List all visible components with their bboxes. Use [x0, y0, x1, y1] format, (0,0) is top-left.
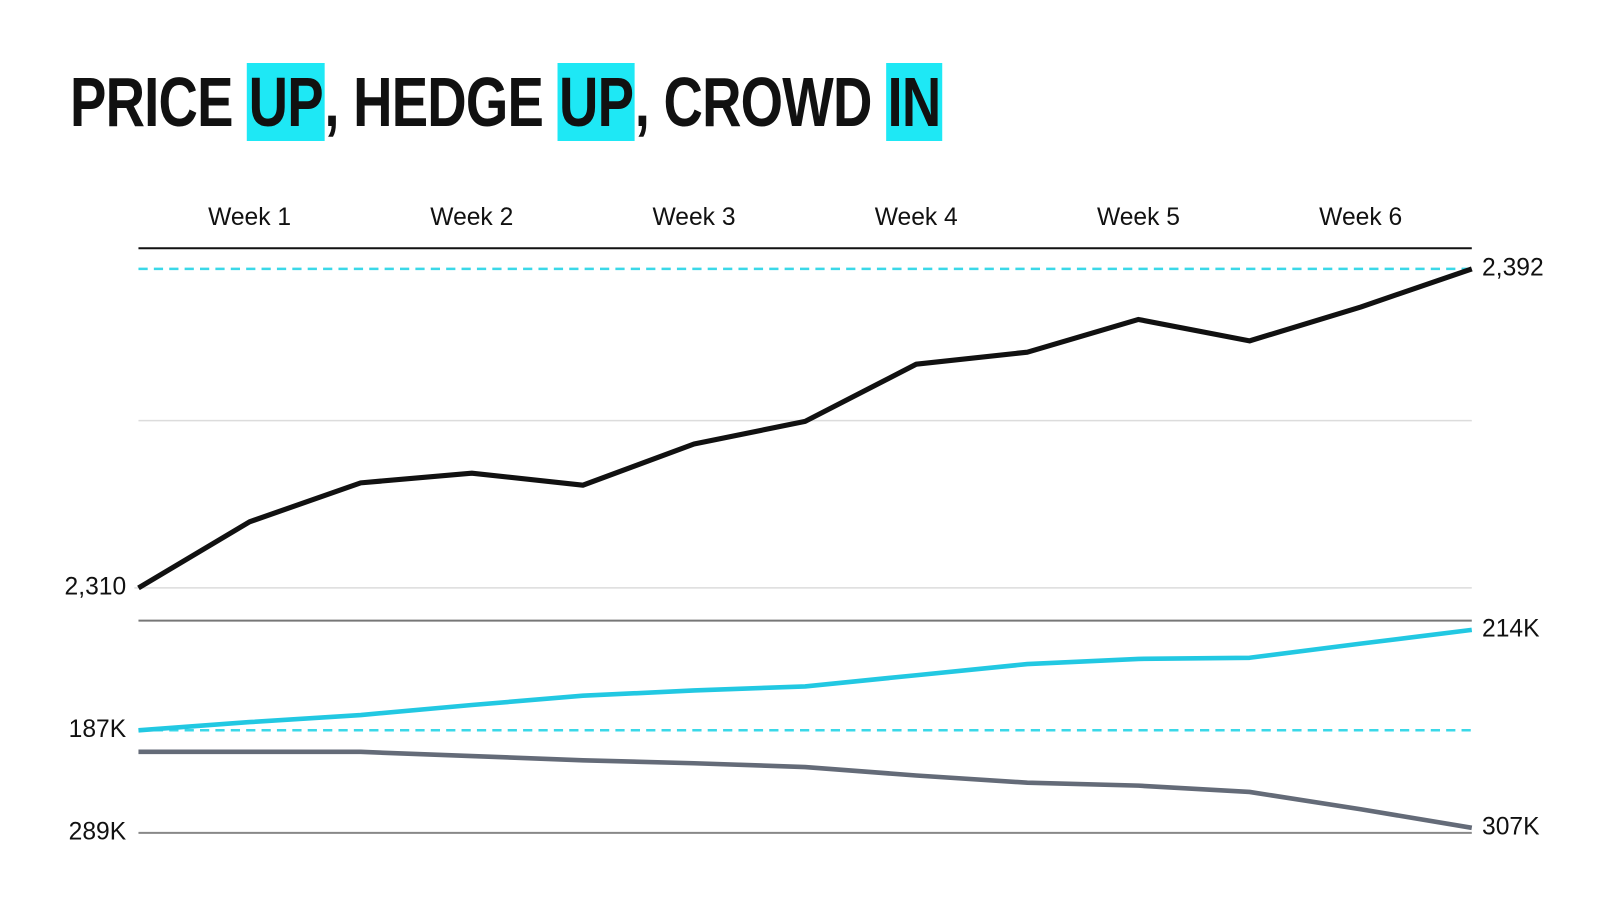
- x-tick-label: Week 3: [653, 204, 736, 231]
- chart-title: PRICE UP, HEDGE UP, CROWD IN: [70, 63, 942, 141]
- start-label: 187K: [69, 716, 127, 743]
- x-tick-label: Week 1: [208, 204, 291, 231]
- end-label: 2,392: [1482, 254, 1544, 281]
- x-tick-label: Week 2: [430, 204, 513, 231]
- series-line: [137, 266, 1473, 591]
- start-label: 289K: [69, 818, 127, 845]
- title-text: , CROWD: [634, 63, 886, 141]
- x-tick-label: Week 4: [875, 204, 958, 231]
- end-label: 214K: [1482, 615, 1540, 642]
- start-label: 2,310: [65, 573, 127, 600]
- x-tick-label: Week 6: [1319, 204, 1402, 231]
- title-highlight: UP: [247, 63, 325, 141]
- x-tick-label: Week 5: [1097, 204, 1180, 231]
- title-highlight: IN: [885, 63, 942, 141]
- series-line: [138, 627, 1473, 733]
- series-line: [138, 749, 1473, 831]
- title-text: , HEDGE: [324, 63, 558, 141]
- title-text: PRICE: [70, 63, 248, 141]
- title-highlight: UP: [557, 63, 635, 141]
- end-label: 307K: [1482, 813, 1540, 840]
